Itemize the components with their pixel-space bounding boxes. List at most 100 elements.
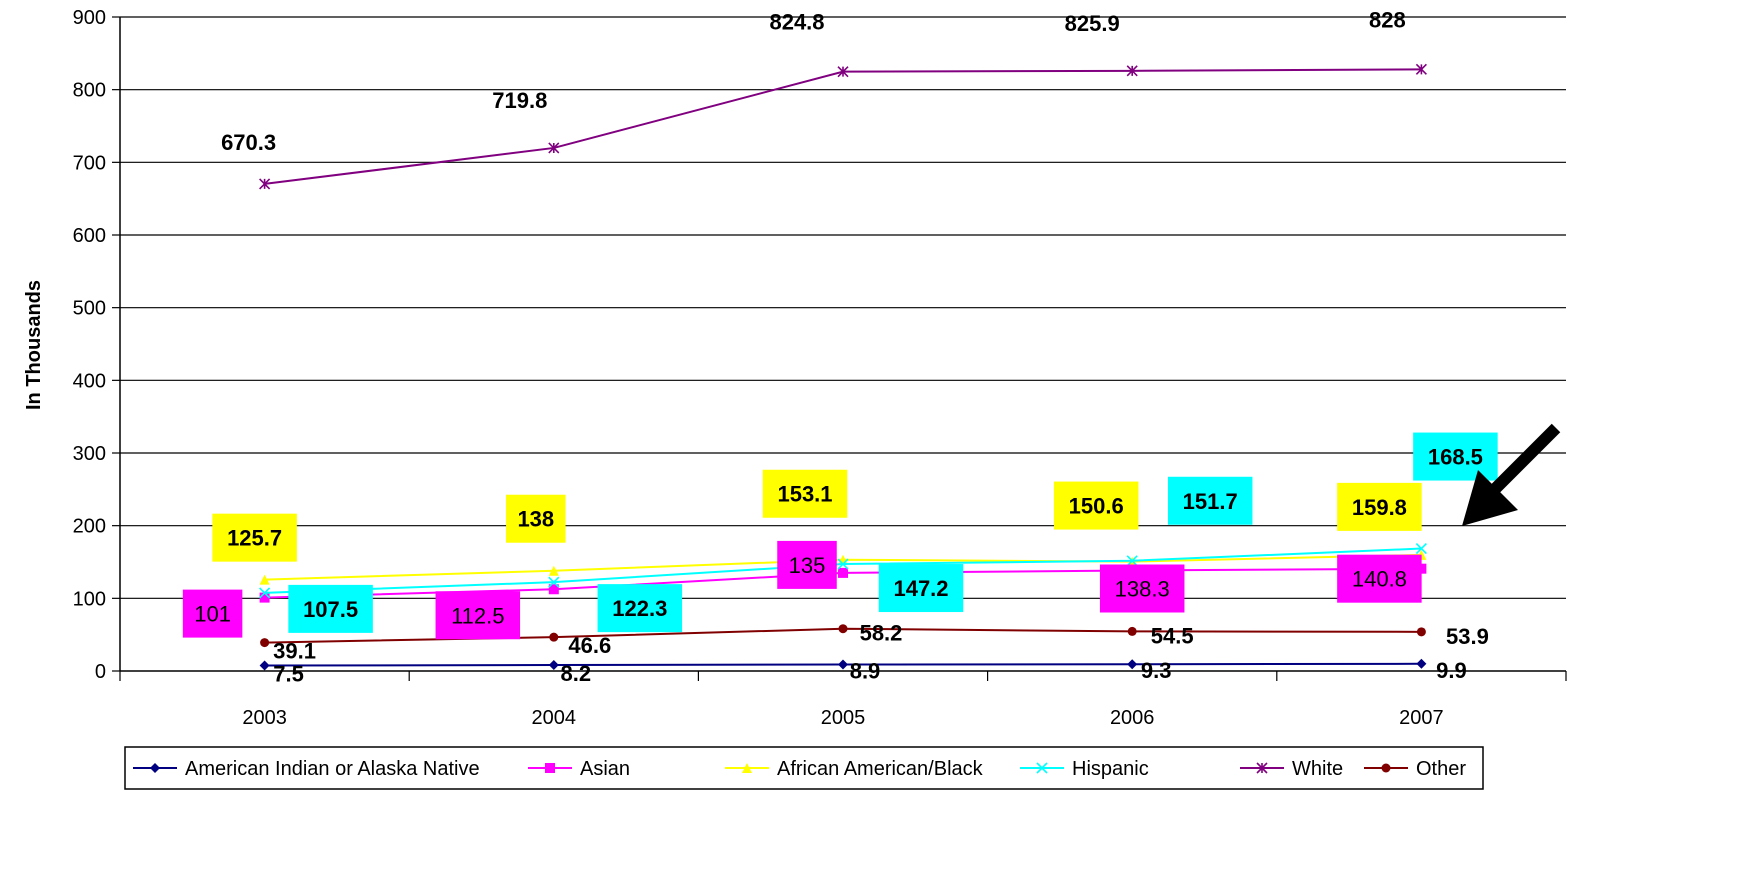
data-point (259, 574, 270, 585)
data-label: 140.8 (1352, 567, 1407, 592)
data-point (259, 592, 270, 603)
legend-marker (545, 763, 555, 773)
legend-marker (1256, 762, 1268, 774)
data-label: 39.1 (273, 639, 316, 664)
data-label: 828 (1369, 7, 1406, 32)
legend-item: American Indian or Alaska Native (133, 758, 480, 780)
legend-item: Other (1364, 758, 1466, 780)
y-axis-label: In Thousands (23, 280, 45, 410)
y-tick-label: 500 (73, 298, 106, 320)
data-label: 150.6 (1069, 494, 1124, 519)
data-point (259, 587, 271, 599)
legend-label: Other (1416, 758, 1466, 780)
data-point (1415, 542, 1427, 555)
data-point (838, 567, 848, 578)
data-point (548, 565, 559, 576)
data-point (1126, 555, 1138, 567)
legend-item: Hispanic (1020, 758, 1149, 780)
data-label: 670.3 (221, 130, 276, 155)
x-tick-label: 2005 (821, 707, 866, 729)
data-point (1415, 63, 1427, 75)
data-point (1127, 626, 1137, 636)
data-label: 107.5 (303, 597, 358, 622)
series-line (264, 68, 1422, 185)
data-label: 9.9 (1436, 658, 1467, 683)
data-label-box (1337, 482, 1422, 531)
data-label: 825.9 (1065, 11, 1120, 36)
data-labels: 7.5 8.2 8.9 9.3 9.9 101 112.5 135 138.3 140.8 125.… (182, 7, 1498, 687)
data-label: 58.2 (860, 621, 903, 646)
legend-label: African American/Black (777, 758, 984, 780)
gridlines (120, 16, 1566, 599)
data-point (1416, 658, 1427, 669)
data-label: 8.9 (850, 659, 881, 684)
data-point (549, 632, 559, 642)
legend-item: White (1240, 758, 1343, 780)
data-point (838, 624, 848, 634)
data-point (548, 142, 560, 154)
data-label: 168.5 (1428, 445, 1483, 470)
data-label-box (288, 584, 373, 633)
series-other (260, 624, 1426, 648)
data-label-box (1053, 481, 1139, 530)
data-label-box (182, 589, 243, 638)
legend-marker (1381, 763, 1391, 773)
y-tick-label: 800 (73, 80, 106, 102)
y-tick-label: 700 (73, 152, 106, 174)
series-hispanic (259, 542, 1427, 599)
series-lines (259, 63, 1427, 671)
data-label-box (777, 540, 837, 589)
legend-marker (150, 763, 160, 773)
data-label-box (1413, 432, 1498, 481)
legend-marker (742, 763, 752, 773)
data-label: 138 (517, 507, 554, 532)
data-point (1126, 65, 1138, 77)
data-point (1127, 659, 1138, 670)
data-label: 159.8 (1352, 495, 1407, 520)
legend-item: African American/Black (725, 758, 984, 780)
data-label: 112.5 (451, 603, 504, 628)
series-asian (259, 563, 1427, 603)
data-label: 54.5 (1151, 623, 1194, 648)
data-label-box (1337, 554, 1422, 603)
y-tick-label: 100 (73, 588, 106, 610)
data-point (548, 576, 560, 588)
x-tick-label: 2007 (1399, 707, 1444, 729)
data-label-box (597, 584, 683, 633)
y-tick-label: 600 (73, 225, 106, 247)
data-label: 719.8 (492, 88, 547, 113)
data-label: 824.8 (769, 10, 824, 35)
data-point (548, 660, 559, 671)
legend-marker (1036, 762, 1048, 774)
y-tick-label: 400 (73, 370, 106, 392)
data-point (838, 659, 848, 670)
series-white (259, 63, 1427, 190)
data-label-box (435, 591, 521, 640)
data-point (260, 638, 270, 648)
data-point (837, 66, 849, 78)
arrow-head (1462, 470, 1518, 526)
data-label: 153.1 (777, 482, 832, 507)
callout-arrow (1462, 423, 1561, 526)
x-tick-label: 2003 (242, 707, 287, 729)
x-tick-label: 2004 (532, 707, 577, 729)
data-point (1416, 627, 1426, 637)
data-label: 8.2 (561, 661, 592, 686)
data-label: 138.3 (1115, 577, 1170, 602)
legend-label: White (1292, 758, 1343, 780)
y-tick-label: 900 (73, 7, 106, 29)
data-point (548, 584, 559, 595)
data-label: 125.7 (227, 526, 282, 551)
legend-label: Hispanic (1072, 758, 1149, 780)
data-point (259, 660, 270, 671)
data-label: 46.6 (568, 633, 611, 658)
data-label: 135 (789, 553, 826, 578)
data-point (837, 558, 849, 570)
arrow-shaft (1489, 423, 1561, 495)
data-label: 151.7 (1183, 489, 1238, 514)
y-tick-label: 200 (73, 516, 106, 538)
data-label: 101 (194, 602, 231, 627)
data-label-box (506, 494, 566, 543)
series-american-indian-or-alaska-native (259, 658, 1427, 671)
